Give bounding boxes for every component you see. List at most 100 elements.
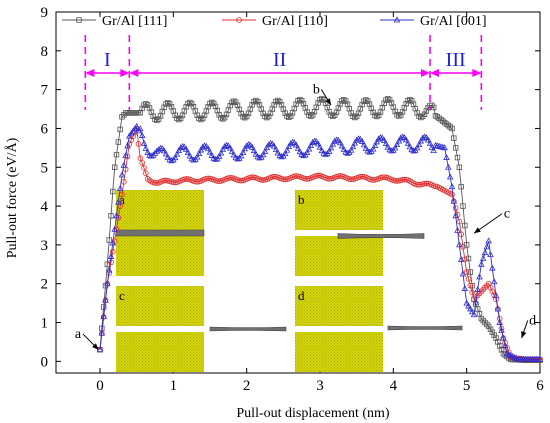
marker-triangle [226, 144, 234, 151]
marker-triangle [333, 136, 340, 143]
marker-triangle [413, 144, 421, 151]
inset-a-graphene [115, 229, 205, 237]
marker-triangle [490, 278, 498, 285]
marker-square [454, 154, 461, 161]
marker-circle [465, 276, 472, 282]
marker-triangle [498, 326, 505, 333]
marker-triangle [457, 255, 465, 262]
marker-square [254, 98, 261, 105]
marker-circle [337, 173, 343, 179]
marker-square [282, 110, 288, 116]
marker-square [350, 113, 356, 119]
marker-triangle [241, 145, 249, 152]
marker-circle [139, 160, 145, 166]
marker-triangle [245, 141, 252, 148]
marker-triangle [366, 148, 373, 155]
marker-triangle [410, 147, 417, 154]
marker-triangle [377, 134, 384, 141]
marker-triangle [340, 145, 348, 152]
y-axis-title: Pull-out force (eV/Å) [4, 137, 20, 258]
marker-triangle [252, 150, 260, 157]
marker-triangle [181, 143, 188, 150]
marker-square [275, 97, 281, 104]
marker-triangle [435, 142, 443, 149]
marker-square [295, 98, 301, 104]
marker-square [489, 329, 496, 335]
marker-square [276, 98, 283, 105]
marker-triangle [182, 145, 190, 152]
marker-circle [236, 177, 243, 184]
marker-triangle [351, 139, 359, 146]
marker-square [165, 100, 171, 106]
marker-square [111, 164, 118, 170]
marker-triangle [228, 147, 236, 154]
marker-circle [249, 174, 255, 181]
marker-triangle [349, 143, 357, 150]
marker-triangle [105, 266, 113, 273]
marker-triangle [305, 145, 313, 152]
marker-square [196, 115, 202, 122]
marker-square [401, 105, 408, 111]
region-label: I [104, 49, 111, 71]
marker-triangle [173, 150, 181, 157]
marker-square [264, 114, 270, 121]
series-line [99, 98, 540, 361]
marker-triangle [190, 156, 197, 163]
marker-triangle [501, 342, 509, 349]
marker-square [115, 139, 122, 145]
marker-circle [474, 292, 481, 299]
region-arrowhead-left [85, 69, 95, 77]
marker-circle [154, 180, 160, 186]
region-arrowhead-left [129, 69, 139, 77]
y-tick-label: 6 [41, 121, 49, 137]
marker-triangle [463, 299, 470, 306]
marker-triangle [338, 142, 346, 149]
marker-square [199, 115, 206, 122]
marker-square [163, 101, 169, 107]
marker-triangle [481, 249, 489, 256]
marker-circle [170, 179, 177, 185]
marker-triangle [314, 140, 322, 147]
marker-triangle [186, 152, 194, 159]
x-axis-title: Pull-out displacement (nm) [236, 406, 390, 421]
y-tick-label: 2 [41, 277, 49, 293]
marker-square [168, 104, 175, 110]
marker-triangle [113, 212, 120, 219]
marker-triangle [109, 239, 117, 246]
marker-circle [192, 178, 199, 185]
marker-square [335, 105, 342, 111]
annotation-layer: a b c d [75, 83, 536, 351]
marker-square [150, 113, 156, 120]
marker-triangle [225, 142, 232, 149]
marker-square [253, 97, 259, 104]
marker-triangle [137, 125, 144, 132]
marker-square [286, 114, 292, 120]
marker-square [491, 332, 497, 338]
marker-circle [258, 177, 265, 183]
marker-square [152, 116, 158, 123]
marker-triangle [494, 305, 502, 312]
marker-circle [423, 180, 430, 187]
x-tick-label: 1 [170, 378, 178, 394]
marker-circle [467, 282, 474, 289]
marker-triangle [309, 138, 316, 145]
marker-square [495, 339, 501, 345]
marker-triangle [294, 144, 302, 151]
marker-triangle [393, 140, 401, 148]
marker-square [232, 99, 239, 105]
marker-triangle [267, 139, 274, 146]
marker-triangle [496, 318, 503, 325]
marker-triangle [439, 143, 447, 150]
inset-d-top-block [295, 286, 383, 326]
marker-triangle [331, 137, 338, 144]
marker-square [262, 113, 268, 120]
marker-circle [161, 177, 167, 184]
inset-snapshots: a b c d [115, 190, 463, 372]
marker-square [221, 114, 228, 121]
marker-triangle [259, 151, 267, 158]
marker-square [441, 119, 448, 126]
marker-triangle [274, 149, 282, 156]
marker-square [212, 103, 219, 110]
marker-square [146, 105, 153, 111]
marker-circle [141, 165, 147, 171]
